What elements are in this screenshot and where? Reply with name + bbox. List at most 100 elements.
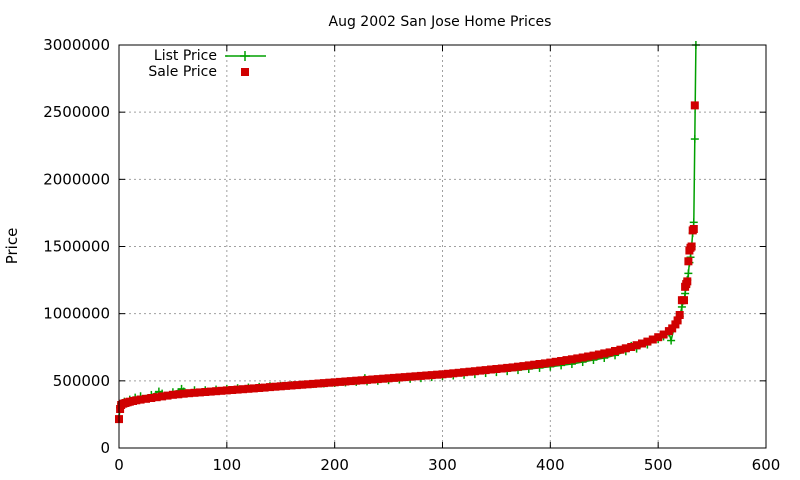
sale-price-point bbox=[584, 352, 593, 361]
sale-price-point bbox=[373, 375, 382, 384]
y-axis-ticks: 0 500000 1000000 1500000 2000000 2500000 30000… bbox=[43, 36, 766, 457]
y-tick-label: 500000 bbox=[53, 372, 110, 390]
sale-price-point bbox=[573, 354, 582, 363]
sale-price-point bbox=[384, 374, 393, 383]
x-tick-label: 300 bbox=[428, 456, 457, 474]
list-price-point bbox=[690, 135, 699, 144]
sale-price-point bbox=[158, 392, 167, 401]
sale-price-point bbox=[654, 333, 663, 342]
sale-price-point bbox=[616, 345, 625, 354]
sale-price-point bbox=[168, 390, 177, 399]
sale-price-point bbox=[673, 316, 682, 325]
sale-price-point bbox=[206, 387, 215, 396]
sale-price-point bbox=[406, 372, 415, 381]
sale-price-point bbox=[689, 225, 698, 233]
legend-label-list-price: List Price bbox=[154, 48, 217, 64]
sale-price-point bbox=[643, 337, 652, 346]
sale-price-point bbox=[535, 360, 544, 368]
sale-price-point bbox=[503, 363, 512, 372]
y-tick-label: 3000000 bbox=[43, 36, 110, 54]
sale-price-point bbox=[416, 371, 425, 380]
sale-price-series bbox=[115, 101, 699, 424]
sale-price-point bbox=[260, 383, 269, 392]
sale-price-point bbox=[589, 351, 598, 360]
sale-price-point bbox=[319, 379, 328, 388]
sale-price-point bbox=[422, 371, 431, 380]
sale-price-point bbox=[638, 339, 646, 348]
sale-price-point bbox=[684, 257, 693, 266]
sale-price-point bbox=[363, 375, 371, 384]
sale-price-point bbox=[659, 330, 668, 339]
legend: List Price Sale Price bbox=[148, 48, 266, 80]
sale-price-point bbox=[152, 393, 161, 402]
x-axis-ticks: 0 100 200 300 400 500 600 bbox=[114, 45, 780, 474]
sale-price-point bbox=[132, 396, 141, 405]
chart-title: Aug 2002 San Jose Home Prices bbox=[329, 14, 552, 30]
sale-price-point bbox=[690, 101, 699, 110]
sale-price-point bbox=[470, 367, 479, 376]
sale-price-point bbox=[292, 381, 301, 390]
legend-marker-sale-price bbox=[241, 68, 249, 76]
sale-price-point bbox=[212, 387, 221, 396]
sale-price-point bbox=[341, 377, 350, 386]
sale-price-point bbox=[222, 386, 231, 395]
sale-price-point bbox=[438, 370, 447, 379]
sale-price-point bbox=[530, 360, 539, 369]
sale-price-point bbox=[449, 369, 458, 378]
sale-price-point bbox=[368, 375, 377, 384]
x-tick-label: 600 bbox=[752, 456, 781, 474]
sale-price-point bbox=[514, 362, 522, 371]
list-price-point bbox=[681, 289, 690, 298]
sale-price-point bbox=[578, 353, 587, 362]
sale-price-point bbox=[683, 277, 692, 286]
sale-price-point bbox=[233, 385, 242, 394]
sale-price-point bbox=[492, 365, 501, 373]
sale-price-point bbox=[266, 383, 274, 392]
list-price-point bbox=[689, 218, 698, 227]
y-axis-label: Price bbox=[3, 228, 21, 265]
sale-price-point bbox=[303, 380, 312, 389]
sale-price-point bbox=[687, 242, 696, 251]
sale-price-point bbox=[481, 366, 490, 375]
sale-price-point bbox=[136, 395, 145, 404]
sale-price-point bbox=[174, 390, 183, 399]
sale-price-point bbox=[190, 388, 199, 397]
sale-price-point bbox=[524, 361, 533, 370]
sale-price-point bbox=[680, 296, 688, 305]
sale-price-point bbox=[675, 311, 684, 319]
list-price-point bbox=[677, 302, 686, 311]
y-tick-label: 2500000 bbox=[43, 103, 110, 121]
sale-price-point bbox=[465, 367, 474, 376]
sale-price-point bbox=[276, 382, 285, 391]
list-price-point bbox=[667, 336, 676, 345]
y-tick-label: 1500000 bbox=[43, 238, 110, 256]
sale-price-point bbox=[443, 369, 452, 378]
sale-price-point bbox=[546, 358, 555, 367]
sale-price-point bbox=[627, 343, 636, 351]
y-tick-label: 2000000 bbox=[43, 170, 110, 188]
sale-price-point bbox=[400, 373, 409, 382]
sale-price-point bbox=[433, 370, 442, 379]
x-tick-label: 200 bbox=[320, 456, 349, 474]
sale-price-point bbox=[600, 349, 609, 358]
sale-price-point bbox=[390, 373, 398, 382]
sale-price-point bbox=[185, 389, 194, 398]
sale-price-point bbox=[357, 376, 366, 385]
sale-price-point bbox=[562, 356, 571, 365]
sale-price-point bbox=[217, 386, 226, 395]
sale-price-point bbox=[271, 382, 280, 391]
y-tick-label: 1000000 bbox=[43, 305, 110, 323]
plot-frame bbox=[118, 44, 767, 449]
list-price-series bbox=[115, 41, 700, 423]
legend-marker-list-price bbox=[240, 51, 250, 61]
x-tick-label: 500 bbox=[644, 456, 673, 474]
sale-price-point bbox=[632, 341, 641, 350]
sale-price-point bbox=[163, 391, 172, 400]
sale-price-point bbox=[540, 359, 549, 368]
sale-price-point bbox=[508, 363, 517, 372]
sale-price-point bbox=[346, 377, 355, 386]
sale-price-point bbox=[314, 379, 323, 388]
x-tick-label: 0 bbox=[114, 456, 124, 474]
x-tick-label: 400 bbox=[536, 456, 565, 474]
sale-price-point bbox=[427, 371, 436, 380]
